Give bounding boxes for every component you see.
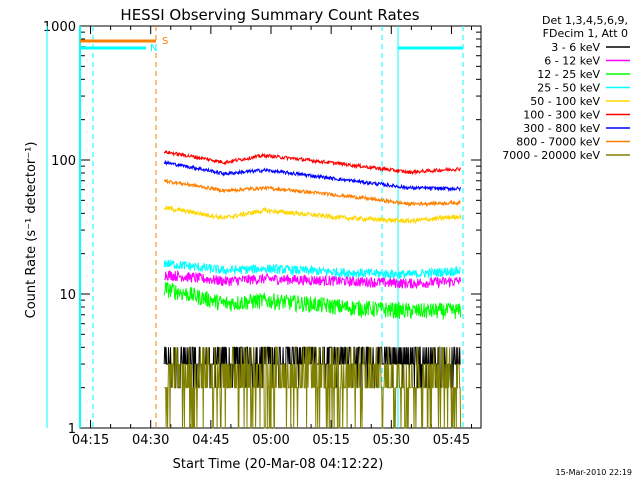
y-axis-label: Count Rate (s⁻¹ detector⁻¹) <box>24 142 39 319</box>
series-line-7000-20000-kev <box>164 346 462 429</box>
series-line-6-12-kev <box>164 269 462 290</box>
x-tick-label: 04:30 <box>132 433 169 448</box>
series-line-50-100-kev <box>163 205 462 225</box>
x-tick-label: 04:45 <box>192 433 229 448</box>
series-line-25-50-kev <box>163 259 461 280</box>
x-tick-label: 05:00 <box>252 433 289 448</box>
legend-header-line-1: Det 1,3,4,5,6,9, <box>542 14 628 27</box>
y-tick-label: 1 <box>68 422 76 437</box>
series-line-100-300-kev <box>163 150 462 176</box>
legend-label: 25 - 50 keV <box>537 82 600 95</box>
legend-label: 100 - 300 keV <box>523 109 600 122</box>
x-tick-label: 05:45 <box>433 433 470 448</box>
legend-label: 7000 - 20000 keV <box>502 149 600 162</box>
legend-label: 300 - 800 keV <box>523 122 600 135</box>
legend-header-line-2: FDecim 1, Att 0 <box>543 27 628 40</box>
y-tick-label: 10 <box>59 288 76 303</box>
chart-title: HESSI Observing Summary Count Rates <box>120 6 419 24</box>
legend-label: 6 - 12 keV <box>544 55 600 68</box>
plot-area: 04:15 04:30 04:45 05:00 05:15 05:30 05:45 1 10 10… <box>43 20 482 448</box>
series-line-800-7000-kev <box>163 178 461 208</box>
plot-timestamp: 15-Mar-2010 22:19 <box>556 468 633 477</box>
legend-label: 50 - 100 keV <box>530 95 600 108</box>
y-tick-label: 1000 <box>43 20 76 35</box>
x-tick-label: 05:15 <box>312 433 349 448</box>
series-line-12-25-kev <box>163 281 462 320</box>
saa-flag-label: S <box>162 36 168 47</box>
series-line-300-800-kev <box>163 159 462 193</box>
y-tick-label: 100 <box>51 154 76 169</box>
legend-label: 3 - 6 keV <box>551 41 600 54</box>
night-flag-label: N <box>150 43 157 54</box>
legend-label: 800 - 7000 keV <box>516 136 600 149</box>
x-axis-label: Start Time (20-Mar-08 04:12:22) <box>173 457 384 472</box>
x-tick-label: 04:15 <box>72 433 109 448</box>
x-tick-label: 05:30 <box>373 433 410 448</box>
legend-label: 12 - 25 keV <box>537 68 600 81</box>
